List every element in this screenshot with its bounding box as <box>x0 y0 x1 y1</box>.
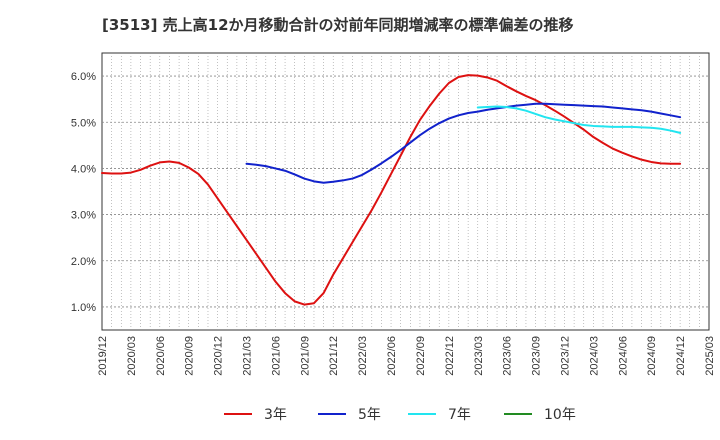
x-tick-label: 2024/12 <box>675 336 687 376</box>
x-tick-label: 2024/06 <box>617 336 629 376</box>
x-tick-label: 2021/09 <box>299 336 311 376</box>
x-tick-label: 2021/06 <box>270 336 282 376</box>
x-tick-label: 2020/03 <box>126 336 138 376</box>
plot-area <box>101 52 710 331</box>
legend-label: 3年 <box>264 407 287 423</box>
x-tick-label: 2023/12 <box>559 336 571 376</box>
y-axis: 1.0% 2.0% 3.0% 4.0% 5.0% 6.0% <box>71 71 96 314</box>
y-tick-label: 6.0% <box>71 71 96 83</box>
series-line <box>245 102 682 184</box>
y-tick-label: 2.0% <box>71 256 96 268</box>
x-tick-label: 2022/09 <box>415 336 427 376</box>
series-lines <box>101 74 682 306</box>
legend-label: 7年 <box>448 407 471 423</box>
x-tick-label: 2021/12 <box>328 336 340 376</box>
x-tick-label: 2020/09 <box>184 336 196 376</box>
x-tick-label: 2023/06 <box>502 336 514 376</box>
x-tick-label: 2023/03 <box>473 336 485 376</box>
series-line <box>476 105 682 134</box>
x-tick-label: 2022/12 <box>444 336 456 376</box>
x-tick-label: 2021/03 <box>242 336 254 376</box>
x-tick-label: 2020/12 <box>213 336 225 376</box>
x-tick-label: 2023/09 <box>531 336 543 376</box>
y-tick-label: 3.0% <box>71 210 96 222</box>
legend: 3年 5年 7年 10年 <box>224 407 576 423</box>
y-tick-label: 5.0% <box>71 117 96 129</box>
y-tick-label: 1.0% <box>71 302 96 314</box>
x-tick-label: 2025/03 <box>704 336 716 376</box>
legend-label: 5年 <box>358 407 381 423</box>
legend-label: 10年 <box>544 407 576 423</box>
y-tick-label: 4.0% <box>71 163 96 175</box>
x-tick-label: 2020/06 <box>155 336 167 376</box>
chart-title: [3513] 売上高12か月移動合計の対前年同期増減率の標準偏差の推移 <box>102 16 574 34</box>
x-axis: 2019/12 2020/03 2020/06 2020/09 2020/12 2021/… <box>97 336 716 376</box>
series-line <box>101 74 682 306</box>
x-tick-label: 2024/03 <box>588 336 600 376</box>
x-tick-label: 2022/03 <box>357 336 369 376</box>
x-tick-label: 2019/12 <box>97 336 109 376</box>
x-tick-label: 2022/06 <box>386 336 398 376</box>
x-tick-label: 2024/09 <box>646 336 658 376</box>
